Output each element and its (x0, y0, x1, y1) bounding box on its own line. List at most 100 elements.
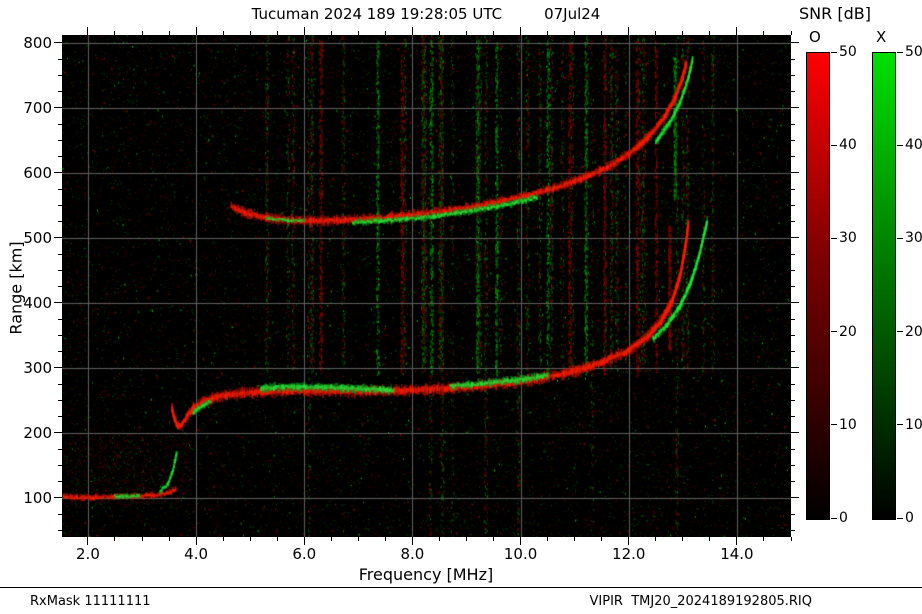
x-axis-tick (114, 31, 116, 35)
y-axis-tick (791, 497, 799, 499)
colorbar-tick-label: 0 (839, 510, 848, 526)
y-axis-tick (791, 286, 795, 288)
y-axis-tick (58, 204, 62, 206)
y-axis-tick (791, 253, 795, 255)
y-axis-tick (791, 42, 799, 44)
footer-divider (0, 587, 922, 588)
x-axis-tick (87, 27, 89, 35)
y-axis-tick (58, 91, 62, 93)
y-axis-tick (58, 253, 62, 255)
station-datetime: Tucuman 2024 189 19:28:05 UTC (251, 5, 503, 23)
y-axis-tick (791, 91, 795, 93)
x-axis-tick (384, 31, 386, 35)
y-axis-tick (791, 351, 795, 353)
x-axis-tick (736, 27, 738, 35)
y-axis-tick (58, 188, 62, 190)
y-axis-tick (791, 188, 795, 190)
y-tick-label: 100 (23, 488, 52, 507)
x-axis-tick (357, 31, 359, 35)
y-tick-label: 300 (23, 358, 52, 377)
plot-date: 07Jul24 (544, 5, 601, 23)
colorbar-tick (897, 51, 903, 53)
y-tick-label: 800 (23, 33, 52, 52)
x-axis-label: Frequency [MHz] (358, 565, 494, 584)
colorbar-tick-label: 30 (905, 230, 922, 247)
x-axis-tick (438, 537, 440, 541)
x-axis-tick (466, 31, 468, 35)
y-axis-tick (58, 221, 62, 223)
y-axis-tick (58, 318, 62, 320)
y-axis-tick (58, 156, 62, 158)
colorbar-tick (831, 331, 837, 333)
colorbar-tick-label: 40 (905, 137, 922, 154)
plot-title: Tucuman 2024 189 19:28:05 UTC 07Jul24 (252, 5, 601, 23)
x-axis-tick (655, 31, 657, 35)
y-axis-tick (791, 448, 795, 450)
y-axis-tick (58, 58, 62, 60)
y-tick-label: 500 (23, 228, 52, 247)
x-axis-tick (222, 537, 224, 541)
colorbar-tick (831, 517, 837, 519)
y-axis-tick (58, 529, 62, 531)
y-axis-tick (58, 464, 62, 466)
x-tick-label: 10.0 (503, 545, 538, 563)
colorbar-tick (831, 144, 837, 146)
x-axis-tick (520, 537, 522, 545)
colorbar-tick (897, 424, 903, 426)
x-axis-tick (438, 31, 440, 35)
y-axis-tick (791, 58, 795, 60)
y-axis-tick (58, 123, 62, 125)
y-axis-tick (58, 139, 62, 141)
x-axis-tick (87, 537, 89, 545)
colorbar-o-gradient (806, 52, 830, 520)
x-axis-tick (276, 31, 278, 35)
y-axis-tick (58, 481, 62, 483)
y-axis-tick (791, 529, 795, 531)
x-axis-tick (763, 31, 765, 35)
x-tick-label: 6.0 (292, 545, 317, 563)
x-axis-tick (141, 537, 143, 541)
x-axis-tick (168, 537, 170, 541)
x-axis-tick (303, 537, 305, 545)
x-axis-tick (547, 537, 549, 541)
y-axis-tick (791, 481, 795, 483)
y-axis-tick (791, 302, 799, 304)
x-axis-tick (574, 537, 576, 541)
colorbar-tick-label: 50 (905, 44, 922, 60)
colorbar-tick-label: 40 (839, 137, 857, 154)
y-axis-tick (791, 399, 795, 401)
data-file-name: VIPIR TMJ20_2024189192805.RIQ (589, 594, 813, 609)
y-tick-label: 200 (23, 423, 52, 442)
x-axis-tick (168, 31, 170, 35)
rx-mask-text: RxMask 11111111 (30, 594, 151, 609)
y-axis-tick (791, 513, 795, 515)
colorbar-tick-label: 30 (839, 230, 857, 247)
colorbar-x-gradient (872, 52, 896, 520)
y-axis-tick (58, 74, 62, 76)
x-tick-label: 12.0 (612, 545, 646, 563)
x-axis-tick (520, 27, 522, 35)
y-axis-tick (791, 367, 799, 369)
x-axis-tick (249, 31, 251, 35)
y-axis-tick (58, 269, 62, 271)
x-axis-tick (303, 27, 305, 35)
y-axis-tick (58, 399, 62, 401)
x-tick-label: 8.0 (400, 545, 425, 563)
y-axis-tick (54, 237, 62, 239)
x-tick-label: 4.0 (184, 545, 209, 563)
x-axis-tick (709, 31, 711, 35)
y-axis-tick (791, 74, 795, 76)
y-axis-tick (58, 448, 62, 450)
y-axis-tick (58, 513, 62, 515)
x-axis-tick (276, 537, 278, 541)
x-axis-tick (682, 31, 684, 35)
colorbar-tick-label: 20 (839, 323, 857, 340)
x-tick-label: 14.0 (720, 545, 754, 563)
x-axis-tick (628, 27, 630, 35)
colorbar-tick-label: 10 (839, 416, 857, 433)
x-axis-tick (682, 537, 684, 541)
colorbar-tick-label: 0 (905, 510, 914, 526)
colorbar-title: SNR [dB] (799, 4, 871, 23)
x-axis-tick (249, 537, 251, 541)
